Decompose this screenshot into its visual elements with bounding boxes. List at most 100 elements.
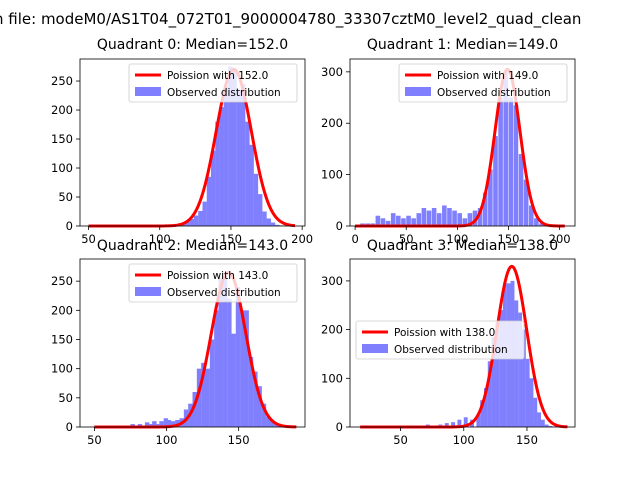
x-tick-label: 100	[446, 232, 468, 246]
x-tick-label: 200	[549, 232, 571, 246]
histogram-bar	[249, 144, 254, 226]
y-tick-label: 300	[321, 65, 343, 79]
histogram-bar	[442, 205, 447, 226]
x-tick-label: 150	[516, 433, 538, 447]
histogram-bar	[499, 310, 504, 427]
subplot-title: Quadrant 0: Median=152.0	[97, 37, 288, 53]
legend-box	[128, 63, 298, 103]
legend-label-fit: Poission with 138.0	[394, 327, 495, 339]
histogram-bar	[244, 310, 249, 427]
histogram-bar	[462, 218, 468, 226]
histogram-bar	[270, 222, 276, 226]
x-tick-label: 100	[453, 433, 475, 447]
y-tick-label: 100	[321, 371, 343, 385]
histogram-bar	[152, 421, 157, 427]
y-tick-label: 0	[66, 219, 73, 233]
histogram-bar	[513, 105, 519, 226]
histogram-bar	[192, 392, 197, 427]
histogram-bar	[262, 211, 267, 226]
histogram-bar	[231, 333, 236, 427]
histogram-bar	[232, 68, 237, 226]
histogram-bar	[253, 173, 259, 226]
histogram-bar	[508, 97, 514, 226]
subplot-title: Quadrant 1: Median=149.0	[367, 37, 558, 53]
histogram-bar	[463, 417, 468, 427]
legend-label-fit: Poission with 149.0	[437, 70, 538, 82]
histogram-bar	[258, 194, 263, 226]
histogram-bar	[202, 201, 207, 226]
histogram-bar	[170, 421, 176, 427]
y-tick-label: 250	[51, 74, 73, 88]
histogram-bar	[222, 272, 228, 427]
histogram-bar	[266, 218, 271, 226]
histogram-bar	[266, 416, 271, 427]
subplot-q3: 50 100 150 0 100 200 300 Poission with 138.0 Obs…	[321, 238, 576, 447]
x-tick-label: 100	[149, 232, 171, 246]
y-tick-label: 100	[51, 362, 73, 376]
histogram-bar	[275, 224, 280, 226]
legend-label-hist: Observed distribution	[394, 344, 508, 356]
subplot-q1: 0 50 100 150 200 0 100 200 300 Poission with 149.…	[321, 37, 576, 246]
histogram-bar	[548, 426, 553, 427]
histogram-bar	[523, 179, 529, 226]
histogram-bar	[385, 220, 391, 226]
histogram-bar	[189, 219, 195, 226]
histogram-bar	[201, 362, 206, 427]
histogram-bar	[411, 218, 416, 226]
histogram-bar	[540, 419, 545, 427]
histogram-bar	[416, 213, 422, 226]
legend-box	[398, 63, 568, 103]
histogram-bar	[214, 310, 219, 427]
histogram-bar	[205, 368, 210, 427]
histogram-bar	[495, 322, 500, 427]
y-tick-label: 200	[321, 323, 343, 337]
legend-box	[128, 263, 298, 303]
histogram-bar	[223, 86, 229, 226]
y-tick-label: 0	[336, 219, 343, 233]
axes-frame	[349, 58, 576, 227]
histogram-bar	[457, 213, 462, 226]
x-tick-label: 50	[393, 433, 408, 447]
x-tick-label: 150	[220, 232, 242, 246]
histogram-bar	[261, 403, 267, 427]
x-tick-label: 50	[87, 433, 102, 447]
histogram-bar	[544, 424, 549, 427]
x-tick-label: 0	[351, 232, 358, 246]
histogram-bar	[240, 83, 246, 227]
histogram-bar	[518, 312, 523, 427]
histogram-bar	[498, 97, 503, 226]
histogram-bar	[257, 386, 262, 427]
histogram-bar	[514, 300, 519, 427]
x-tick-label: 50	[81, 232, 96, 246]
legend-swatch-hist	[405, 87, 431, 96]
x-tick-label: 150	[228, 433, 250, 447]
histogram-bar	[396, 215, 401, 226]
histogram-bar	[431, 208, 437, 226]
histogram-bar	[380, 218, 386, 226]
histogram-bar	[518, 154, 524, 226]
y-tick-label: 50	[58, 190, 73, 204]
histogram-bar	[406, 215, 411, 226]
y-tick-label: 150	[51, 333, 73, 347]
histogram-bar	[209, 339, 215, 427]
y-tick-label: 100	[321, 168, 343, 182]
histogram-bar	[235, 287, 241, 427]
histogram-bar	[426, 210, 432, 226]
figure-suptitle: n file: modeM0/AS1T04_072T01_9000004780_…	[0, 10, 581, 29]
y-tick-label: 0	[66, 420, 73, 434]
histogram-bar	[503, 71, 509, 226]
legend-label-hist: Observed distribution	[167, 87, 281, 99]
histogram-bar	[477, 208, 483, 226]
axes-frame	[79, 258, 306, 428]
histogram-bar	[482, 192, 488, 226]
histogram-bar	[253, 371, 258, 427]
x-tick-label: 150	[498, 232, 520, 246]
histogram-bar	[529, 378, 534, 427]
histogram-bar	[488, 169, 493, 226]
y-tick-label: 200	[51, 303, 73, 317]
legend-swatch-hist	[362, 344, 388, 353]
legend-box	[355, 320, 525, 360]
histogram-bar	[476, 414, 481, 427]
histogram-bar	[236, 89, 242, 226]
